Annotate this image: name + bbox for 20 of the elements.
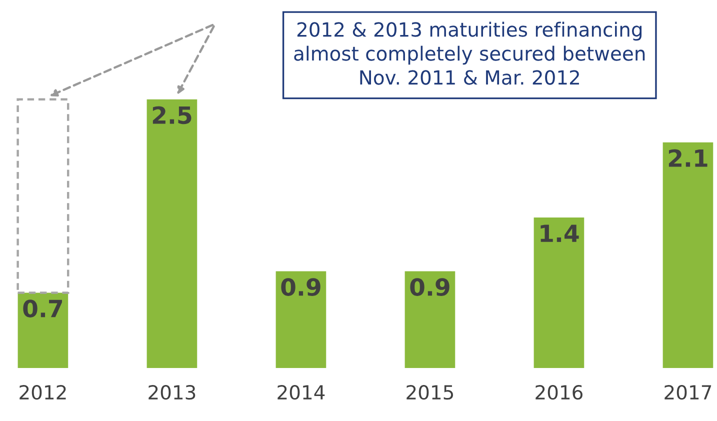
bar — [662, 142, 714, 368]
bar — [534, 218, 584, 368]
x-tick-label: 2012 — [20, 384, 66, 400]
data-label: 2.1 — [668, 149, 708, 167]
data-label: 2.5 — [152, 106, 192, 124]
bar — [146, 99, 198, 368]
x-tick-label: 2014 — [278, 384, 325, 400]
data-label: 1.4 — [540, 224, 579, 242]
x-tick-label: 2013 — [148, 384, 196, 400]
x-tick-label: 2016 — [536, 384, 582, 400]
text: 2012 & 2013 maturities refinancing almost completely secured between Nov. 2011 & Mar. 2012 — [294, 22, 645, 85]
data-label: 0.7 — [23, 300, 62, 318]
x-tick-label: 2017 — [664, 384, 712, 400]
bar — [18, 292, 68, 368]
bar — [16, 98, 70, 294]
x-tick-label: 2015 — [406, 384, 454, 400]
bar — [276, 271, 326, 368]
bar — [404, 271, 456, 368]
data-label: 0.9 — [410, 278, 450, 296]
data-label: 0.9 — [281, 278, 320, 296]
